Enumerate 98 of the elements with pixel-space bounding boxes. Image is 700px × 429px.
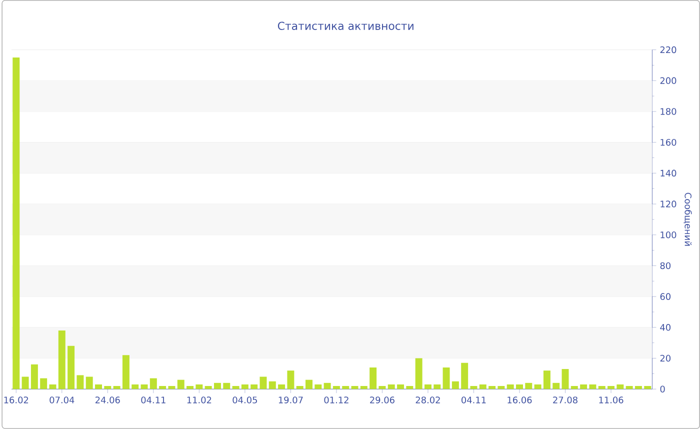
bar [22,376,29,390]
bar [516,384,523,390]
y-tick-label: 100 [660,232,676,238]
bar [260,376,267,390]
bar [196,384,203,390]
y-tick-label: 0 [660,386,665,393]
bar [442,368,450,390]
bar [232,386,240,390]
bar [488,386,496,390]
bar [159,386,166,390]
bar [498,386,505,390]
bar [324,382,331,390]
bar [296,386,304,390]
bar [86,376,93,390]
bar [287,370,294,390]
x-tick-label: 04.11 [462,396,486,404]
x-tick-label: 29.06 [370,396,394,404]
bar [562,369,569,390]
bar [397,384,404,390]
bar [415,358,422,390]
y-tick-label: 40 [660,324,670,331]
bar [534,384,542,390]
bar [388,384,395,390]
x-tick-label: 07.04 [50,396,74,404]
bar [306,380,312,390]
bar [40,378,48,390]
bar [470,386,478,390]
bar [241,384,248,390]
bar [104,386,112,390]
bar [634,386,642,390]
bar [506,384,514,390]
x-tick-label: 16.02 [4,396,28,404]
bar [140,384,148,390]
bar [580,384,588,390]
bar [278,384,286,390]
bar [525,382,532,390]
bar [342,386,350,390]
bar [12,58,20,390]
bar [351,386,358,390]
y-tick-label: 80 [660,262,670,270]
bar [132,384,139,390]
bar [589,384,596,390]
x-tick-label: 01.12 [324,396,348,404]
bar [552,382,560,390]
y-tick-label: 200 [660,77,676,84]
bar [479,384,486,390]
bar [49,384,56,390]
y-tick-label: 220 [660,46,676,54]
bar [570,386,578,390]
bar [186,386,194,390]
bar [58,330,66,390]
bar [113,386,120,390]
bar [332,386,340,390]
bar [204,386,212,390]
x-tick-label: 04.05 [232,396,257,404]
bar [68,346,75,390]
bar [177,380,184,390]
bar [150,378,157,390]
bar [214,382,221,390]
y-tick-label: 180 [660,108,676,115]
bar [76,375,84,390]
bar [95,384,102,390]
bar [608,386,615,390]
bar [360,386,368,390]
chart-title: Статистика активности [278,22,414,30]
y-tick-label: 20 [660,354,670,362]
y-axis-title: Сообщений [684,192,692,246]
bar [370,368,377,390]
bar [543,370,550,390]
bar [168,386,176,390]
bar [424,384,432,390]
x-tick-label: 04.11 [141,396,166,404]
bar [250,384,258,390]
bar [434,384,441,390]
x-tick-label: 11.06 [599,396,624,404]
bar [461,362,468,390]
bar [616,384,624,390]
y-tick-label: 140 [660,170,676,177]
bar [122,355,130,390]
bar [452,381,459,390]
bar [314,384,322,390]
bar [268,381,276,390]
bar [598,386,606,390]
bar [406,386,414,390]
x-tick-label: 11.02 [187,396,212,404]
y-tick-label: 120 [660,200,676,208]
x-tick-label: 27.08 [553,396,578,404]
bar [30,364,38,390]
bar [626,386,633,390]
bar [223,382,230,390]
x-tick-label: 28.02 [416,396,440,404]
x-tick-label: 16.06 [508,396,532,404]
y-tick-label: 160 [660,138,676,146]
bar [378,386,386,390]
x-tick-label: 24.06 [96,396,120,404]
bar [644,386,652,390]
y-tick-label: 60 [660,293,670,300]
x-tick-label: 19.07 [278,396,303,404]
